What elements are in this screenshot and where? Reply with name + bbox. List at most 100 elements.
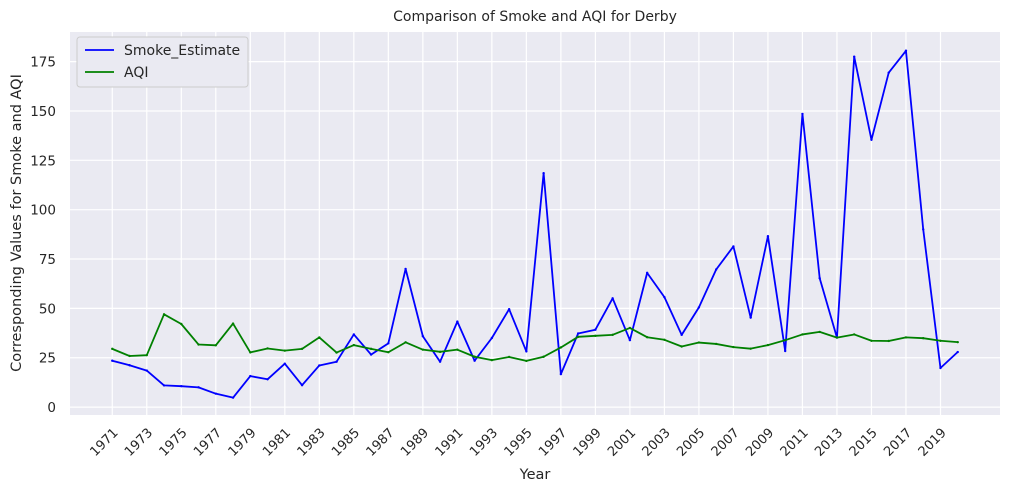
data-point-aqi bbox=[387, 351, 390, 354]
data-point-aqi bbox=[663, 338, 666, 341]
data-point-aqi bbox=[369, 347, 373, 351]
data-point-smoke-estimate bbox=[266, 378, 269, 381]
x-tick-label: 2011 bbox=[778, 426, 812, 460]
data-point-smoke-estimate bbox=[714, 268, 718, 271]
data-point-smoke-estimate bbox=[456, 320, 459, 323]
x-tick-label: 1985 bbox=[329, 426, 363, 460]
data-point-aqi bbox=[197, 343, 200, 346]
x-tick-label: 1987 bbox=[364, 426, 398, 460]
data-point-smoke-estimate bbox=[576, 332, 580, 335]
series-layer bbox=[111, 49, 959, 399]
x-tick-label: 2003 bbox=[640, 426, 674, 460]
y-tick-label: 125 bbox=[30, 153, 56, 169]
x-tick-label: 2013 bbox=[812, 426, 846, 460]
x-tick-label: 1995 bbox=[502, 426, 536, 460]
data-point-aqi bbox=[525, 359, 528, 363]
data-point-aqi bbox=[904, 336, 908, 339]
data-point-smoke-estimate bbox=[939, 366, 942, 370]
data-point-smoke-estimate bbox=[438, 360, 442, 363]
data-point-smoke-estimate bbox=[300, 383, 304, 387]
data-point-aqi bbox=[956, 340, 959, 344]
data-point-aqi bbox=[645, 336, 649, 339]
legend-box bbox=[76, 36, 249, 88]
data-point-aqi bbox=[318, 336, 321, 339]
data-point-aqi bbox=[507, 355, 511, 359]
y-tick-label: 50 bbox=[39, 301, 56, 317]
data-point-aqi bbox=[249, 351, 252, 354]
x-tick-label: 2015 bbox=[847, 426, 881, 460]
data-point-smoke-estimate bbox=[283, 362, 287, 365]
data-point-smoke-estimate bbox=[180, 384, 183, 388]
data-point-aqi bbox=[611, 333, 614, 337]
y-tick-label: 100 bbox=[30, 203, 56, 219]
data-point-smoke-estimate bbox=[197, 386, 200, 389]
x-tick-label: 2009 bbox=[743, 426, 777, 460]
data-point-aqi bbox=[749, 347, 752, 350]
y-tick-label: 75 bbox=[39, 252, 56, 268]
data-point-aqi bbox=[835, 336, 839, 339]
data-point-aqi bbox=[922, 337, 925, 340]
x-tick-label: 1991 bbox=[433, 426, 467, 460]
x-tick-label: 2017 bbox=[881, 426, 915, 460]
data-point-aqi bbox=[300, 347, 304, 351]
data-point-smoke-estimate bbox=[369, 353, 373, 356]
x-tick-label: 1973 bbox=[122, 426, 156, 460]
y-tick-label: 150 bbox=[30, 104, 56, 120]
data-point-aqi bbox=[801, 333, 804, 336]
data-point-smoke-estimate bbox=[663, 295, 666, 299]
data-point-aqi bbox=[231, 322, 235, 325]
data-point-aqi bbox=[180, 322, 183, 326]
data-point-aqi bbox=[266, 347, 269, 350]
x-tick-label: 2007 bbox=[709, 426, 743, 460]
data-point-aqi bbox=[438, 350, 442, 354]
data-point-aqi bbox=[283, 349, 287, 352]
data-point-smoke-estimate bbox=[628, 338, 632, 342]
data-point-aqi bbox=[421, 348, 425, 351]
data-point-smoke-estimate bbox=[214, 392, 217, 395]
x-tick-label: 2001 bbox=[605, 426, 639, 460]
data-point-smoke-estimate bbox=[766, 234, 770, 238]
legend-label-aqi: AQI bbox=[124, 65, 148, 81]
data-point-smoke-estimate bbox=[162, 384, 166, 387]
data-point-aqi bbox=[697, 341, 701, 344]
data-point-smoke-estimate bbox=[559, 372, 563, 376]
legend-label-smoke-estimate: Smoke_Estimate bbox=[124, 43, 240, 59]
data-point-aqi bbox=[162, 313, 166, 316]
plot-area bbox=[70, 32, 1000, 415]
data-point-smoke-estimate bbox=[335, 360, 338, 363]
data-point-aqi bbox=[887, 339, 890, 343]
data-point-aqi bbox=[490, 358, 494, 362]
data-point-aqi bbox=[628, 326, 632, 330]
data-point-smoke-estimate bbox=[749, 316, 752, 319]
data-point-smoke-estimate bbox=[387, 342, 390, 345]
data-point-aqi bbox=[111, 347, 114, 351]
data-point-aqi bbox=[766, 343, 770, 347]
data-point-smoke-estimate bbox=[801, 112, 804, 116]
x-tick-label: 2005 bbox=[674, 426, 708, 460]
data-point-smoke-estimate bbox=[594, 328, 597, 331]
data-point-smoke-estimate bbox=[870, 138, 873, 141]
x-axis-label: Year bbox=[519, 467, 551, 483]
data-point-aqi bbox=[680, 345, 683, 348]
data-point-smoke-estimate bbox=[111, 359, 114, 362]
x-tick-label: 1981 bbox=[260, 426, 294, 460]
data-point-aqi bbox=[335, 351, 338, 354]
data-point-smoke-estimate bbox=[956, 350, 959, 354]
legend: Smoke_Estimate AQI bbox=[76, 36, 249, 88]
data-point-smoke-estimate bbox=[922, 228, 925, 231]
x-tick-label: 1977 bbox=[191, 426, 225, 460]
data-point-smoke-estimate bbox=[507, 307, 511, 311]
data-point-smoke-estimate bbox=[680, 333, 683, 337]
x-tick-label: 1989 bbox=[398, 426, 432, 460]
data-point-smoke-estimate bbox=[542, 171, 545, 175]
data-point-aqi bbox=[939, 339, 942, 342]
data-point-smoke-estimate bbox=[128, 364, 131, 367]
data-point-smoke-estimate bbox=[318, 364, 321, 367]
data-point-smoke-estimate bbox=[887, 71, 890, 74]
data-point-smoke-estimate bbox=[352, 333, 356, 336]
x-tick-label: 2019 bbox=[916, 426, 950, 460]
data-point-smoke-estimate bbox=[490, 336, 494, 340]
x-tick-label: 1971 bbox=[88, 426, 122, 460]
data-point-smoke-estimate bbox=[421, 335, 425, 338]
